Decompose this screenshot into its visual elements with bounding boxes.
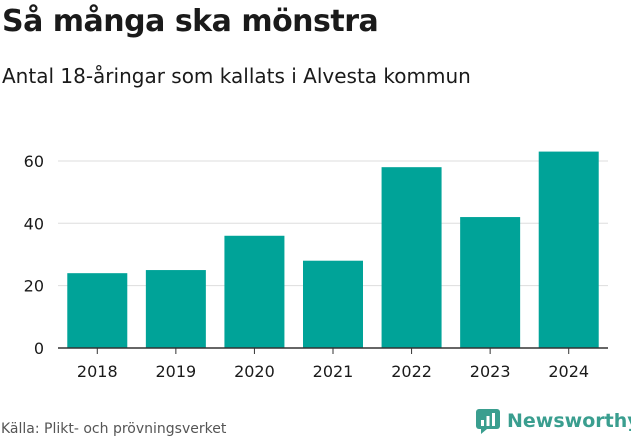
y-tick-label: 0 (34, 339, 44, 358)
x-tick-label: 2018 (77, 362, 118, 381)
bar (460, 217, 521, 348)
y-tick-label: 20 (24, 277, 44, 296)
chart-title: Så många ska mönstra (2, 4, 379, 39)
brand-logo: Newsworthy (475, 408, 631, 434)
x-tick-label: 2023 (470, 362, 511, 381)
x-tick-label: 2024 (548, 362, 589, 381)
newsworthy-logo-icon (476, 409, 500, 434)
source-note: Källa: Plikt- och prövningsverket (1, 421, 227, 437)
y-tick-label: 60 (24, 152, 44, 171)
y-tick-label: 40 (24, 214, 44, 233)
bar (224, 235, 285, 348)
x-tick-label: 2022 (391, 362, 432, 381)
brand-name: Newsworthy (507, 410, 631, 432)
x-tick-label: 2020 (234, 362, 275, 381)
bar (538, 151, 599, 348)
bar (67, 273, 128, 348)
bar (381, 167, 442, 348)
bar (145, 270, 206, 348)
chart-subtitle: Antal 18-åringar som kallats i Alvesta k… (2, 64, 471, 88)
x-tick-label: 2021 (313, 362, 354, 381)
bar (303, 260, 363, 348)
x-tick-label: 2019 (155, 362, 196, 381)
